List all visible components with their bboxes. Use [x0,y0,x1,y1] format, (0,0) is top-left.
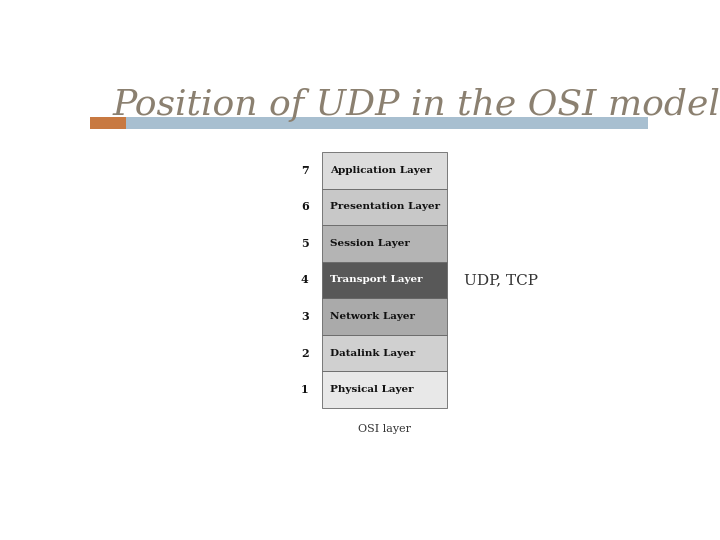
Text: 7: 7 [301,165,309,176]
Text: Network Layer: Network Layer [330,312,415,321]
Bar [322,225,447,262]
Text: 4: 4 [301,274,309,286]
Bar [322,262,447,298]
Text: Position of UDP in the OSI model: Position of UDP in the OSI model [112,87,720,122]
Bar [322,152,447,188]
Text: Transport Layer: Transport Layer [330,275,423,285]
Bar [90,117,648,129]
Text: OSI layer: OSI layer [358,424,411,435]
Text: Presentation Layer: Presentation Layer [330,202,440,212]
Bar [90,117,126,129]
Text: 5: 5 [301,238,309,249]
Text: Application Layer: Application Layer [330,166,432,175]
Text: 3: 3 [301,311,309,322]
Text: Datalink Layer: Datalink Layer [330,348,415,357]
Bar [322,188,447,225]
Text: 2: 2 [301,348,309,359]
Text: 1: 1 [301,384,309,395]
Bar [322,335,447,372]
Bar [322,372,447,408]
Text: UDP, TCP: UDP, TCP [464,273,538,287]
Text: 6: 6 [301,201,309,212]
Text: Physical Layer: Physical Layer [330,385,413,394]
Text: Session Layer: Session Layer [330,239,410,248]
Bar [322,298,447,335]
